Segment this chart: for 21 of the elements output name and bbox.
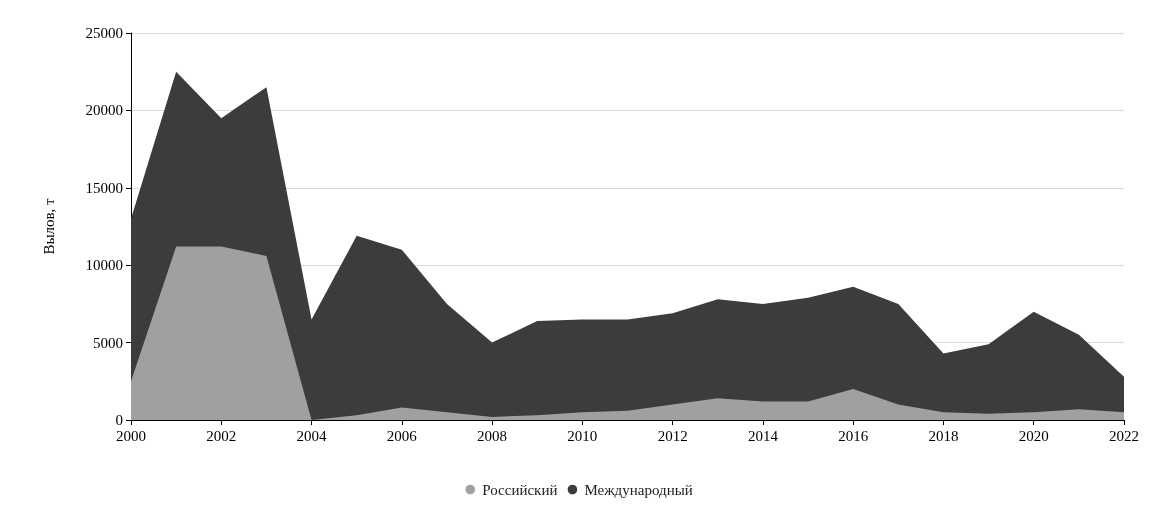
y-tick-label: 10000 [85, 257, 123, 274]
legend-label: Российский [482, 481, 558, 498]
x-tick-label: 2008 [477, 427, 508, 444]
y-tick-label: 20000 [85, 102, 123, 119]
x-tick-label: 2006 [386, 427, 418, 444]
y-tick-label: 0 [115, 412, 123, 428]
y-tick-label: 15000 [85, 179, 123, 196]
y-tick-label: 25000 [85, 25, 123, 41]
x-tick-label: 2000 [116, 427, 146, 444]
x-tick-label: 2002 [206, 427, 237, 444]
x-tick-label: 2022 [1109, 427, 1139, 444]
x-tick-label: 2018 [928, 427, 959, 444]
y-axis-title: Вылов, т [40, 197, 57, 255]
x-tick-label: 2012 [657, 427, 688, 444]
legend-label: Международный [584, 481, 693, 498]
x-tick-label: 2020 [1018, 427, 1049, 444]
x-tick-label: 2014 [747, 427, 779, 444]
x-tick-label: 2010 [567, 427, 598, 444]
x-tick-label: 2004 [296, 427, 328, 444]
y-tick-label: 5000 [93, 334, 123, 351]
x-tick-label: 2016 [838, 427, 869, 444]
